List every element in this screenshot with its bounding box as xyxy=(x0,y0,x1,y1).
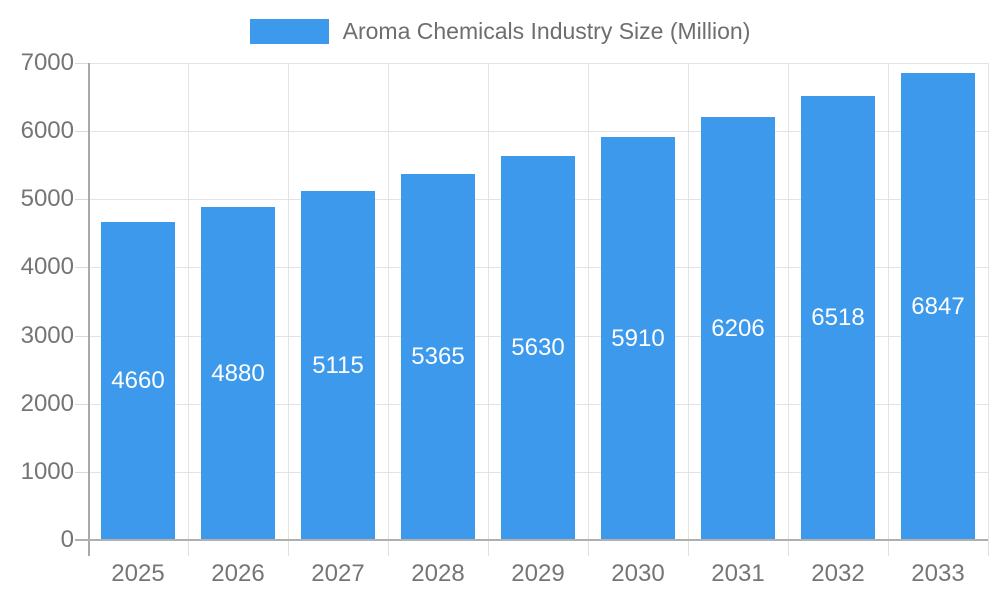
bar[interactable]: 4660 xyxy=(101,222,175,540)
y-axis-tick-label: 0 xyxy=(60,526,74,553)
v-gridline xyxy=(988,63,989,540)
x-axis-tick-label: 2032 xyxy=(811,560,865,587)
y-axis-tick-label: 3000 xyxy=(20,321,74,349)
bar[interactable]: 5630 xyxy=(501,156,575,540)
legend-label: Aroma Chemicals Industry Size (Million) xyxy=(342,18,751,44)
x-tick xyxy=(388,540,389,556)
bar[interactable]: 5115 xyxy=(301,191,375,540)
x-axis-tick-label: 2030 xyxy=(611,560,665,587)
x-tick xyxy=(488,540,489,556)
y-axis-tick-label: 2000 xyxy=(20,389,74,417)
bar[interactable]: 4880 xyxy=(201,207,275,540)
legend[interactable]: Aroma Chemicals Industry Size (Million) xyxy=(0,18,1000,45)
bar-value-label: 6847 xyxy=(911,292,965,320)
x-axis-tick-label: 2025 xyxy=(111,560,165,587)
x-axis-tick-label: 2027 xyxy=(311,560,365,587)
bar-value-label: 6518 xyxy=(811,303,865,331)
x-tick xyxy=(888,540,889,556)
x-tick xyxy=(688,540,689,556)
plot-area: 0 1000 2000 3000 4000 5000 6000 7000 4660 2025 488… xyxy=(21,50,989,587)
y-axis-tick-label: 1000 xyxy=(20,457,74,485)
x-tick xyxy=(288,540,289,556)
y-tick xyxy=(75,335,88,337)
y-tick xyxy=(75,131,88,133)
y-tick xyxy=(75,63,88,64)
bar[interactable]: 5365 xyxy=(401,174,475,540)
y-tick xyxy=(75,267,88,269)
y-tick xyxy=(75,199,88,201)
v-gridline xyxy=(388,63,389,540)
v-gridline xyxy=(888,63,889,540)
bar[interactable]: 6518 xyxy=(801,95,875,540)
y-axis-tick-label: 4000 xyxy=(20,253,74,281)
bar-value-label: 6206 xyxy=(711,314,765,342)
v-gridline xyxy=(588,63,589,540)
x-tick xyxy=(788,540,789,556)
bar-value-label: 4660 xyxy=(111,367,165,395)
bar[interactable]: 5910 xyxy=(601,137,675,540)
v-gridline xyxy=(288,63,289,540)
x-axis-tick-label: 2031 xyxy=(711,560,765,587)
h-gridline xyxy=(88,131,988,133)
x-tick xyxy=(988,540,989,556)
x-tick xyxy=(588,540,589,556)
x-axis-tick-label: 2028 xyxy=(411,560,465,587)
x-axis-line xyxy=(75,539,988,541)
y-tick xyxy=(75,403,88,405)
bar-value-label: 5910 xyxy=(611,324,665,352)
v-gridline xyxy=(488,63,489,540)
y-axis-line xyxy=(88,63,90,556)
v-gridline xyxy=(788,63,789,540)
bar-value-label: 4880 xyxy=(211,359,265,387)
x-axis-tick-label: 2033 xyxy=(911,560,965,587)
bar[interactable]: 6847 xyxy=(901,73,975,540)
legend-swatch xyxy=(249,19,329,44)
bar-value-label: 5365 xyxy=(411,343,465,371)
y-axis-tick-label: 6000 xyxy=(20,117,74,145)
bar-value-label: 5630 xyxy=(511,334,565,362)
v-gridline xyxy=(688,63,689,540)
bar[interactable]: 6206 xyxy=(701,117,775,540)
y-axis-tick-label: 7000 xyxy=(20,49,74,76)
x-axis-tick-label: 2029 xyxy=(511,560,565,587)
h-gridline xyxy=(88,63,988,64)
v-gridline xyxy=(188,63,189,540)
y-tick xyxy=(75,471,88,473)
bar-value-label: 5115 xyxy=(312,351,364,379)
y-axis-tick-label: 5000 xyxy=(20,185,74,213)
x-tick xyxy=(188,540,189,556)
x-axis-tick-label: 2026 xyxy=(211,560,265,587)
